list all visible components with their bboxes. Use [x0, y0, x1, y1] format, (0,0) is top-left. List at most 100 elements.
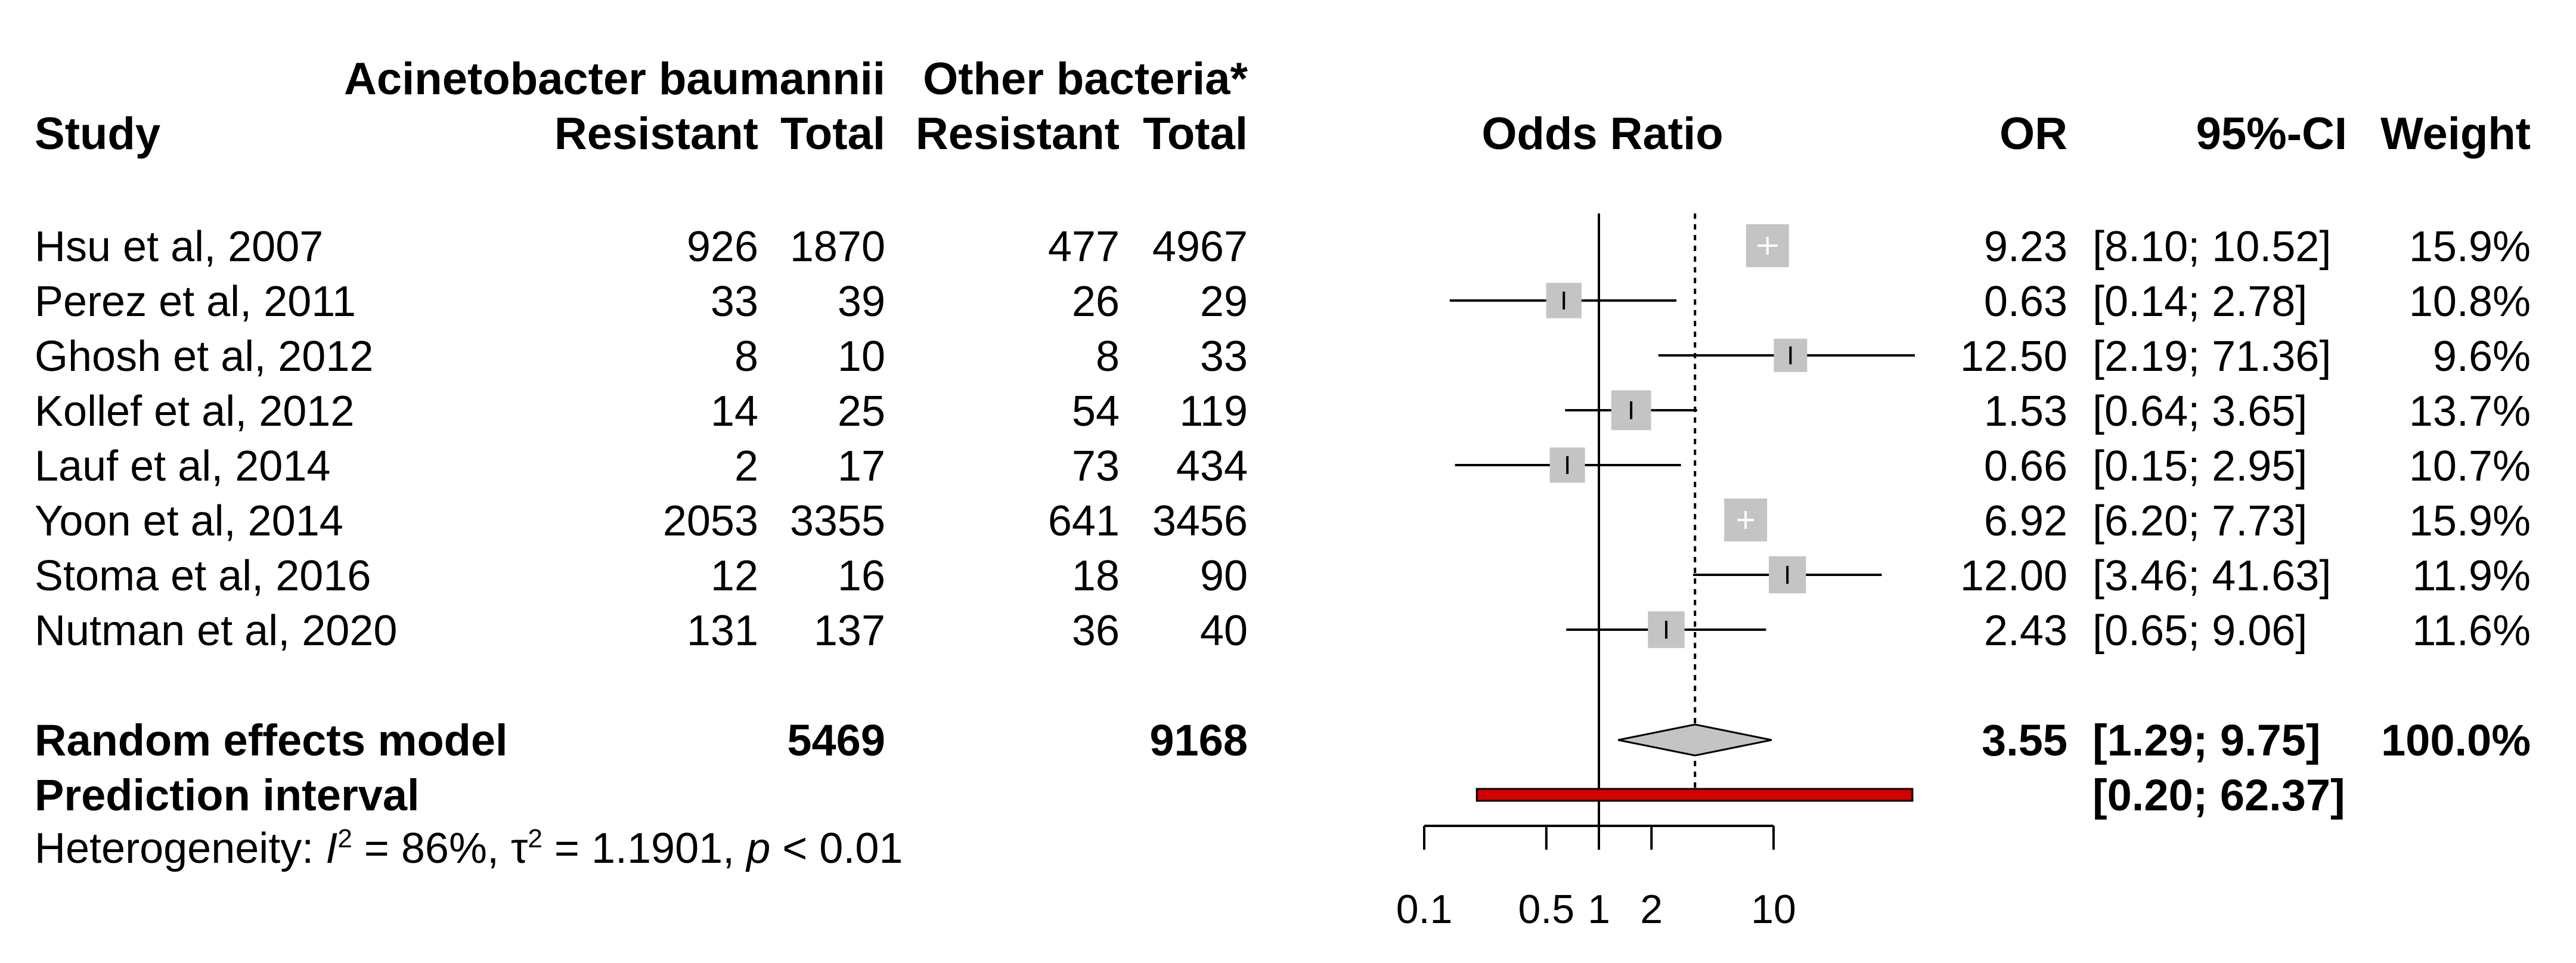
- column-header-ab-resistant: Resistant: [554, 109, 758, 159]
- ob-resistant-value: 8: [1096, 333, 1120, 380]
- ob-resistant-value: 641: [1048, 497, 1120, 545]
- summary-ob-total: 9168: [1149, 716, 1248, 765]
- ab-resistant-value: 12: [711, 552, 758, 600]
- study-name: Yoon et al, 2014: [35, 497, 343, 545]
- or-value: 1.53: [1984, 388, 2067, 435]
- x-tick-label: 0.5: [1518, 887, 1575, 932]
- ab-resistant-value: 131: [687, 607, 758, 655]
- ab-resistant-value: 2053: [663, 497, 758, 545]
- ob-resistant-value: 73: [1072, 442, 1120, 490]
- p-symbol: p: [745, 825, 770, 872]
- weight-value: 10.7%: [2409, 442, 2531, 490]
- study-name: Lauf et al, 2014: [35, 442, 330, 490]
- weight-value: 13.7%: [2409, 388, 2531, 435]
- ob-resistant-value: 26: [1072, 278, 1120, 326]
- column-header-study: Study: [35, 109, 160, 159]
- heterogeneity-text: Heterogeneity: I2 = 86%, τ2 = 1.1901, p …: [35, 824, 903, 872]
- weight-value: 10.8%: [2409, 278, 2531, 326]
- weight-value: 9.6%: [2433, 333, 2531, 380]
- or-value: 12.50: [1960, 333, 2067, 380]
- ab-total-value: 16: [838, 552, 885, 600]
- summary-diamond: [1618, 723, 1772, 757]
- or-value: 0.63: [1984, 278, 2067, 326]
- ab-total-value: 1870: [790, 223, 885, 271]
- ab-total-value: 10: [838, 333, 885, 380]
- column-header-ob-resistant: Resistant: [916, 109, 1120, 159]
- summary-label: Random effects model: [35, 716, 508, 765]
- ci-value: [0.15; 2.95]: [2093, 442, 2307, 490]
- i2-superscript: 2: [337, 824, 352, 853]
- column-header-ci: 95%-CI: [2196, 109, 2347, 159]
- weight-value: 11.6%: [2412, 607, 2531, 655]
- heterogeneity-prefix: Heterogeneity:: [35, 825, 326, 872]
- ob-resistant-value: 477: [1048, 223, 1120, 271]
- ab-total-value: 25: [838, 388, 885, 435]
- prediction-ci-value: [0.20; 62.37]: [2093, 770, 2345, 820]
- or-value: 2.43: [1984, 607, 2067, 655]
- prediction-interval-bar: [1475, 788, 1914, 802]
- ob-resistant-value: 18: [1072, 552, 1120, 600]
- column-header-weight: Weight: [2380, 109, 2531, 159]
- i2-value: = 86%,: [352, 825, 511, 872]
- tau2-value: = 1.1901,: [543, 825, 746, 872]
- group-header-acinetobacter: Acinetobacter baumannii: [344, 54, 885, 104]
- ob-total-value: 33: [1200, 333, 1248, 380]
- study-name: Perez et al, 2011: [35, 278, 356, 326]
- group-header-other-bacteria: Other bacteria*: [923, 54, 1248, 104]
- x-tick-label: 2: [1640, 887, 1663, 932]
- summary-weight-value: 100.0%: [2381, 716, 2531, 765]
- ob-total-value: 434: [1176, 442, 1248, 490]
- or-value: 9.23: [1984, 223, 2067, 271]
- ab-resistant-value: 14: [711, 388, 758, 435]
- or-value: 6.92: [1984, 497, 2067, 545]
- column-header-odds-ratio: Odds Ratio: [1481, 109, 1723, 159]
- p-value: < 0.01: [770, 825, 903, 872]
- ab-total-value: 39: [838, 278, 885, 326]
- tau2-symbol: τ: [511, 825, 528, 872]
- ob-total-value: 4967: [1152, 223, 1248, 271]
- ab-total-value: 17: [838, 442, 885, 490]
- column-header-ob-total: Total: [1143, 109, 1248, 159]
- x-tick-label: 0.1: [1396, 887, 1453, 932]
- ci-value: [2.19; 71.36]: [2093, 333, 2331, 380]
- x-tick-label: 1: [1588, 887, 1610, 932]
- ci-value: [0.14; 2.78]: [2093, 278, 2307, 326]
- ob-total-value: 40: [1200, 607, 1248, 655]
- ab-resistant-value: 33: [711, 278, 758, 326]
- column-header-ab-total: Total: [780, 109, 885, 159]
- ob-total-value: 119: [1179, 388, 1248, 435]
- prediction-label: Prediction interval: [35, 770, 420, 820]
- ab-total-value: 3355: [790, 497, 885, 545]
- ab-total-value: 137: [814, 607, 885, 655]
- x-tick-label: 10: [1751, 887, 1796, 932]
- or-value: 12.00: [1960, 552, 2067, 600]
- ab-resistant-value: 2: [734, 442, 758, 490]
- ci-value: [0.64; 3.65]: [2093, 388, 2307, 435]
- summary-or-value: 3.55: [1982, 716, 2067, 765]
- tau2-superscript: 2: [528, 824, 542, 853]
- ob-total-value: 90: [1200, 552, 1248, 600]
- summary-ab-total: 5469: [787, 716, 885, 765]
- ab-resistant-value: 8: [734, 333, 758, 380]
- summary-ci-value: [1.29; 9.75]: [2093, 716, 2321, 765]
- study-name: Kollef et al, 2012: [35, 388, 354, 435]
- ob-total-value: 3456: [1152, 497, 1248, 545]
- i2-symbol: I: [326, 825, 337, 872]
- study-name: Hsu et al, 2007: [35, 223, 323, 271]
- study-name: Nutman et al, 2020: [35, 607, 397, 655]
- weight-value: 15.9%: [2409, 223, 2531, 271]
- ob-resistant-value: 36: [1072, 607, 1120, 655]
- ab-resistant-value: 926: [687, 223, 758, 271]
- ci-value: [8.10; 10.52]: [2093, 223, 2331, 271]
- ci-value: [6.20; 7.73]: [2093, 497, 2307, 545]
- weight-value: 11.9%: [2412, 552, 2531, 600]
- study-name: Stoma et al, 2016: [35, 552, 371, 600]
- weight-value: 15.9%: [2409, 497, 2531, 545]
- or-value: 0.66: [1984, 442, 2067, 490]
- column-header-or: OR: [2000, 109, 2067, 159]
- study-name: Ghosh et al, 2012: [35, 333, 373, 380]
- ci-value: [0.65; 9.06]: [2093, 607, 2307, 655]
- ci-value: [3.46; 41.63]: [2093, 552, 2331, 600]
- ob-total-value: 29: [1200, 278, 1248, 326]
